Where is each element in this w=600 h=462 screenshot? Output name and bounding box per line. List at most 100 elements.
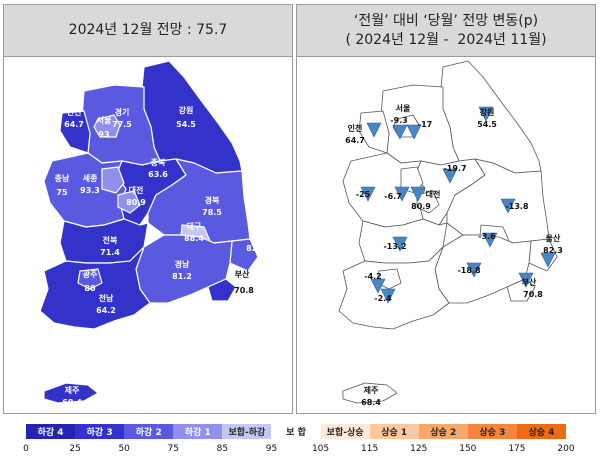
legend-cell-3: 하강 1 <box>173 424 223 439</box>
down-arrow-chungnam <box>360 186 376 202</box>
label-daegu-value: 88.4 <box>184 234 204 243</box>
legend-cell-2: 하강 2 <box>124 424 174 439</box>
r-label-incheon-name: 인천 <box>348 123 363 133</box>
region-gwangju <box>77 268 103 290</box>
legend-tick-8: 125 <box>410 444 428 454</box>
down-arrow-gyeongnam <box>466 262 482 278</box>
label-seoul-name: 서울 <box>97 115 112 125</box>
r-label-gyeongbuk-change: -13.8 <box>505 202 528 211</box>
label-gyeonggi-value: 77.5 <box>112 120 132 129</box>
label-chungnam-name: 충남 <box>55 173 70 183</box>
down-arrow-gangwon <box>478 106 494 122</box>
label-seoul-value: 93 <box>98 130 109 139</box>
label-chungbuk-name: 충북 <box>151 157 166 167</box>
right-map-panel: ‘전월’ 대비 ‘당월’ 전망 변동(p) ( 2024년 12월 - 2024… <box>296 4 596 414</box>
down-arrow-jeonnam <box>380 288 396 304</box>
label-gangwon-value: 54.5 <box>176 120 196 129</box>
r-label-ulsan-value: 82.3 <box>543 246 563 255</box>
legend-tick-5: 95 <box>265 444 278 454</box>
legend-tick-7: 115 <box>361 444 379 454</box>
down-arrow-jeonbuk <box>392 236 408 252</box>
label-ulsan-name: 울산 <box>249 231 264 241</box>
region-seoul <box>93 114 121 138</box>
r-label-jeonnam-change: -2.4 <box>374 294 392 303</box>
r-label-gangwon-name: 강원 <box>480 107 495 117</box>
label-sejong-value: 93.3 <box>80 186 100 195</box>
r-label-sejong-change: -6.7 <box>384 192 402 201</box>
region-busan <box>207 278 237 302</box>
down-arrow-seoul <box>392 124 408 140</box>
r-label-jeju-value: 68.4 <box>361 398 381 407</box>
legend-tick-6: 105 <box>311 444 330 454</box>
legend-bar: 하강 4 하강 3 하강 2 하강 1 보합-하강 보 합 보합-상승 상승 1 상승 2 상승 … <box>26 424 567 439</box>
left-panel-title: 2024년 12월 전망 : 75.7 <box>4 5 292 57</box>
label-gyeonggi-name: 경기 <box>115 107 130 117</box>
legend-cell-0: 하강 4 <box>26 424 76 439</box>
right-title-line1: ‘전월’ 대비 ‘당월’ 전망 변동(p) <box>353 12 539 29</box>
down-arrow-gyeongbuk <box>500 198 516 214</box>
down-arrow-daejeon <box>410 186 426 202</box>
legend-tick-2: 50 <box>118 444 130 454</box>
r-label-ulsan-name: 울산 <box>546 233 561 243</box>
label-jeonnam-value: 64.2 <box>96 306 116 315</box>
down-arrow-gyeonggi <box>406 124 422 140</box>
label-jeonbuk-value: 71.4 <box>100 248 120 257</box>
r-label-gwangju-change: -4.2 <box>364 272 382 281</box>
r-label-gyeongnam-change: -18.8 <box>457 266 480 275</box>
down-arrow-gwangju <box>370 278 386 294</box>
legend-tick-0: 0 <box>23 444 29 454</box>
legend-cell-1: 하강 3 <box>75 424 125 439</box>
legend-cell-6: 보합-상승 <box>320 424 370 439</box>
right-change-map: 서울 -9.3 -17 인천 64.7 강원 54.5 -19.7 -25 -6… <box>338 60 563 407</box>
label-gyeongnam-name: 경남 <box>175 259 190 269</box>
legend-tick-9: 150 <box>459 444 477 454</box>
left-title-text: 2024년 12월 전망 : 75.7 <box>68 22 228 38</box>
r-label-gangwon-value: 54.5 <box>477 120 497 129</box>
down-arrow-incheon <box>366 122 382 138</box>
label-gwangju-name: 광주 <box>83 269 98 279</box>
legend-cell-9: 상승 3 <box>467 424 517 439</box>
legend-cell-8: 상승 2 <box>418 424 468 439</box>
left-map-panel: 2024년 12월 전망 : 75.7 인천 64.7 경기 77.5 <box>3 4 293 414</box>
label-daegu-name: 대구 <box>187 221 202 231</box>
right-title-line2: ( 2024년 12월 - 2024년 11월) <box>345 31 547 48</box>
label-incheon-name: 인천 <box>67 107 82 117</box>
label-daejeon-value: 80.9 <box>126 198 146 207</box>
region-incheon <box>59 110 91 154</box>
label-incheon-value: 64.7 <box>64 120 84 129</box>
label-chungbuk-value: 63.6 <box>148 170 168 179</box>
label-gangwon-name: 강원 <box>179 105 194 115</box>
r-label-incheon-value: 64.7 <box>345 136 365 145</box>
region-jeju <box>43 382 99 404</box>
label-gyeongnam-value: 81.2 <box>172 272 192 281</box>
legend-cell-5: 보 합 <box>271 424 321 439</box>
label-jeju-name: 제주 <box>65 385 80 395</box>
r-label-daejeon-name: 대전 <box>426 189 441 199</box>
legend-cell-10: 상승 4 <box>516 424 567 439</box>
r-label-busan-name: 부산 <box>522 277 537 287</box>
label-gwangju-value: 80 <box>84 284 96 293</box>
r-label-busan-value: 70.8 <box>523 290 543 299</box>
left-choropleth-map: 인천 64.7 경기 77.5 서울 93 강원 54.5 충북 63.6 충남… <box>39 60 266 407</box>
r-label-seoul-name: 서울 <box>396 103 411 113</box>
label-busan-name: 부산 <box>235 269 250 279</box>
outline-jeju <box>342 382 398 404</box>
label-gyeongbuk-value: 78.5 <box>202 208 222 217</box>
outline-busan <box>506 278 536 302</box>
region-daejeon <box>117 190 141 214</box>
label-jeonbuk-name: 전북 <box>103 235 118 245</box>
legend-tick-10: 175 <box>508 444 526 454</box>
label-gyeongbuk-name: 경북 <box>205 195 220 205</box>
label-chungnam-value: 75 <box>56 188 68 197</box>
label-ulsan-value: 82.3 <box>246 244 266 253</box>
r-label-gyeonggi-change: -17 <box>418 120 432 129</box>
r-label-jeju-name: 제주 <box>364 385 379 395</box>
region-sejong <box>101 166 125 194</box>
down-arrow-sejong <box>394 186 410 202</box>
label-daejeon-name: 대전 <box>129 185 144 195</box>
label-busan-value: 70.8 <box>234 286 254 295</box>
legend-tick-3: 75 <box>167 444 179 454</box>
right-panel-title: ‘전월’ 대비 ‘당월’ 전망 변동(p) ( 2024년 12월 - 2024… <box>297 5 595 57</box>
r-label-seoul-change: -9.3 <box>390 116 408 125</box>
label-sejong-name: 세종 <box>83 173 98 183</box>
